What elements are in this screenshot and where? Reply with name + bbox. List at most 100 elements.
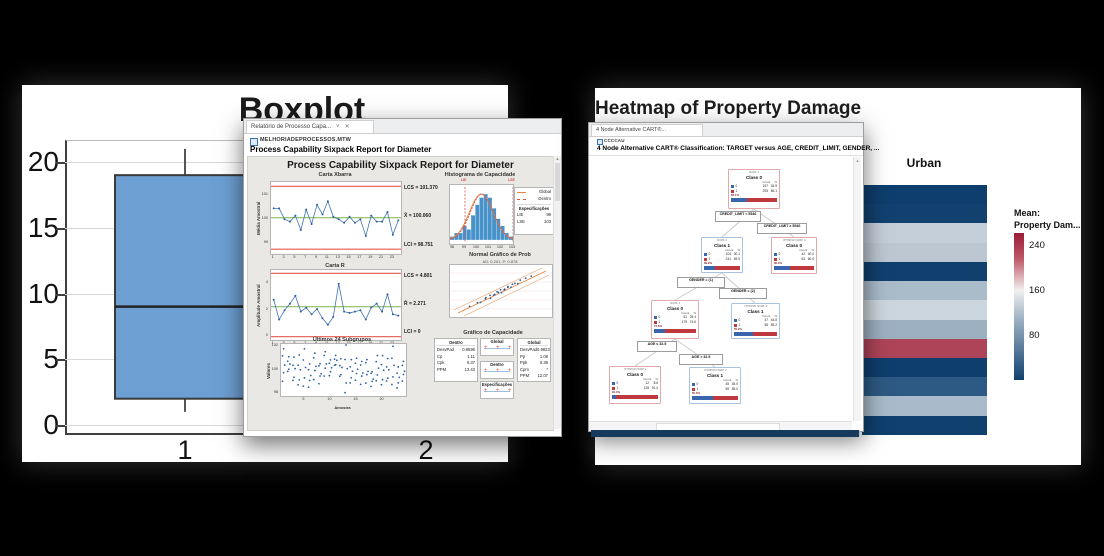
count-header: Count [723,377,732,382]
node-footer: 60.0% [774,260,782,265]
node-class-row: 1 63 60.0 [774,257,814,262]
node-class-row: 0 61 25.4 [654,315,696,320]
bar-class1 [790,266,814,271]
class-value: 1 [658,320,661,325]
legend-label-line2: Property Dam... [1014,219,1081,230]
split-label: AGE > 32.5 [679,354,723,365]
tree-node[interactable]: Terminal Node 2 Class 1 Count% 0 45 45.0 1 55 55… [689,367,741,404]
capability-scrollbar[interactable]: ▲ [553,156,561,429]
class1-swatch [704,257,707,261]
strip-interval: + + + [484,368,511,375]
xbar-ytick: 100 [261,215,268,220]
node-proportion-bar [612,395,658,400]
cart-tabstrip: 4 Node Alternative CART®... [589,123,863,137]
tree-node[interactable]: Node 3 Class 0 Count% 0 61 25.4 1 179 74.6 74.6% [651,300,699,339]
stat-value: 13.43 [464,366,475,372]
xbar-xtick: 17 [357,255,362,259]
node-footer: 65.1% [731,192,739,197]
subgroups-xtick: 10 [327,397,332,401]
tree-node[interactable]: Terminal Node 1 Class 0 Count% 0 12 8.6 1 128 91… [609,366,661,404]
worksheet-icon [597,139,603,145]
tree-node[interactable]: Terminal Node 3 Class 1 Count% 0 47 44.8 1 58 55… [731,303,780,339]
class-percent: 60.0 [807,257,814,262]
legend-entry: Dentro [517,196,551,203]
colorbar-tick-label: 240 [1029,240,1045,251]
node-header: Terminal Node 2 [703,369,727,372]
worksheet-name: MELHORIADEPROCESSOS.MTW [260,137,352,143]
table-row: Ppk 0.36 [520,360,548,367]
tree-node[interactable]: Terminal Node 4 Class 0 Count% 0 42 40.0 1 63 60… [771,237,817,274]
scrollbar-thumb[interactable] [555,163,560,201]
stat-value: 0.9596 [462,347,475,352]
bar-class0 [692,396,713,401]
class-percent: 69.9 [733,257,740,262]
node-footer: 74.6% [654,323,662,328]
capability-strip-global: Global + + + [480,338,514,356]
percent-header: % [655,376,658,381]
capability-tab[interactable]: Relatório de Processo Capa... ˅ ✕ [246,120,374,133]
subgroups-plot [280,343,407,397]
interval-marker: + [507,387,512,394]
hist-xtick: 100 [472,245,480,249]
prob-svg [450,267,552,317]
cart-tab[interactable]: 4 Node Alternative CART®... [591,124,703,136]
xbar-xtick: 19 [368,255,373,259]
node-count-header: Count% [731,179,777,185]
percent-header: % [774,179,777,184]
bar-class0 [731,198,748,203]
heatmap-legend-label: Mean: Property Dam... [1014,208,1081,231]
class-value: 0 [738,318,741,323]
class-value: 0 [696,382,699,387]
node-count-header: Count% [612,376,658,382]
node-header: Node 2 [716,239,728,242]
class-count: 293 [762,189,768,194]
histogram-title: Histograma de Capacidade [444,172,516,178]
hist-xtick: 98 [449,245,455,249]
y-axis-tick [56,162,65,164]
node-footer: 91.4% [612,389,620,394]
bar-class1 [753,332,777,337]
count-header: Count [725,247,734,252]
cart-vertical-scrollbar[interactable]: ▲ [853,157,861,421]
close-icon[interactable]: ✕ [344,124,350,130]
bar-class1 [712,396,738,401]
count-header: Count [643,376,652,381]
stat-name: DesvPad [520,347,537,352]
class-value: 0 [658,315,661,320]
stat-value: 0.37 [466,360,475,365]
class-count: 157 [762,184,768,189]
node-class-label: Class 1 [713,242,731,248]
node-header: Terminal Node 1 [623,368,647,371]
heatmap-cell [862,185,987,205]
class0-swatch [731,185,734,189]
subgroups-svg [281,344,406,394]
node-class-label: Class 0 [745,174,763,180]
interval-marker: + [484,344,488,351]
tree-node[interactable]: Node 1 Class 0 Count% 0 157 34.9 1 293 65.1 65.1% [728,169,780,209]
boxplot-chart [114,148,256,412]
class-count: 55 [725,387,729,392]
hist-svg [450,187,513,242]
split-label: GENDER = (1) [677,277,725,288]
strip-interval: + + + [484,387,512,395]
capability-tab-label: Relatório de Processo Capa... [251,124,332,130]
interval-marker: + [507,344,512,351]
node-class-row: 0 47 44.8 [734,318,777,323]
node-proportion-bar [774,266,814,271]
class-percent: 65.1 [770,189,777,194]
collapse-icon[interactable]: ˅ [336,124,340,130]
stat-name: DesvPad [437,347,454,352]
hist-xtick: 101 [484,245,492,249]
class-value: 0 [735,184,738,189]
scroll-up-icon[interactable]: ▲ [855,158,860,163]
interval-line [484,370,510,372]
node-class-row: 1 293 65.1 [731,189,777,194]
tree-node[interactable]: Node 2 Class 1 Count% 0 104 30.1 1 241 69.9 69.9% [701,237,743,273]
stat-value: 12.07 [537,373,548,378]
histogram-legend: Global Dentro Especificações LIE 99 LSE 103 [514,187,553,235]
cart-tab-label: 4 Node Alternative CART®... [596,127,666,133]
scroll-up-icon[interactable]: ▲ [555,156,560,161]
solid-line-swatch [517,192,526,193]
node-class-row: 1 179 74.6 [654,320,696,325]
class-value: 1 [708,257,711,262]
